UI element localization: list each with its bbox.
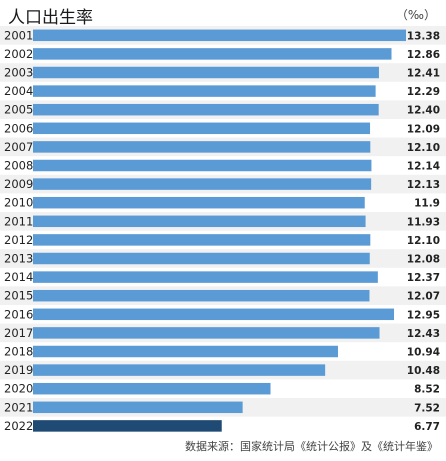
- bar: [33, 289, 370, 302]
- bar: [33, 327, 380, 339]
- bar: [33, 159, 372, 172]
- unit-label: （‰）: [395, 8, 436, 22]
- category-label: 2020: [4, 382, 33, 396]
- category-label: 2018: [4, 345, 33, 359]
- bar: [33, 103, 379, 116]
- value-label: 12.95: [407, 309, 440, 321]
- bar: [33, 215, 366, 228]
- bar: [33, 308, 395, 321]
- bar: [33, 252, 370, 265]
- bar: [33, 196, 365, 209]
- value-label: 8.52: [414, 384, 440, 396]
- bar: [33, 178, 372, 190]
- category-label: 2016: [4, 307, 33, 321]
- category-label: 2012: [4, 233, 33, 247]
- bar: [33, 420, 222, 432]
- bar: [33, 401, 243, 414]
- category-label: 2022: [4, 419, 33, 433]
- category-label: 2015: [4, 289, 33, 303]
- chart-title: 人口出生率: [8, 8, 93, 28]
- bar: [33, 66, 379, 79]
- value-label: 12.13: [407, 179, 440, 191]
- value-label: 12.10: [407, 142, 440, 154]
- bar: [33, 85, 376, 97]
- category-label: 2001: [4, 28, 33, 42]
- value-label: 12.86: [407, 49, 440, 61]
- value-label: 12.07: [407, 291, 440, 303]
- bar: [33, 141, 371, 153]
- category-label: 2003: [4, 66, 33, 80]
- category-label: 2013: [4, 252, 33, 266]
- bar: [33, 271, 378, 283]
- category-label: 2002: [4, 47, 33, 61]
- value-label: 11.93: [407, 216, 440, 228]
- category-label: 2014: [4, 270, 33, 284]
- bar: [33, 29, 406, 42]
- category-label: 2011: [4, 214, 33, 228]
- value-label: 12.37: [407, 272, 440, 284]
- category-label: 2019: [4, 363, 33, 377]
- bar: [33, 234, 371, 246]
- value-label: 12.09: [407, 123, 440, 135]
- value-label: 12.40: [407, 105, 440, 117]
- category-label: 2005: [4, 103, 33, 117]
- bar: [33, 122, 371, 135]
- bar: [33, 382, 271, 395]
- source-note: 数据来源：国家统计局《统计公报》及《统计年鉴》: [185, 440, 438, 453]
- value-label: 11.9: [414, 198, 440, 210]
- bar: [33, 364, 326, 376]
- value-label: 12.41: [407, 68, 440, 80]
- value-label: 12.43: [407, 328, 440, 340]
- value-label: 10.48: [407, 365, 440, 377]
- value-label: 10.94: [407, 347, 440, 359]
- value-label: 7.52: [414, 402, 440, 414]
- value-label: 12.08: [407, 254, 440, 266]
- category-label: 2008: [4, 159, 33, 173]
- bar: [33, 48, 392, 60]
- category-label: 2017: [4, 326, 33, 340]
- category-label: 2007: [4, 140, 33, 154]
- category-label: 2021: [4, 400, 33, 414]
- value-label: 13.38: [407, 30, 440, 42]
- category-label: 2006: [4, 121, 33, 135]
- bar: [33, 345, 338, 358]
- value-label: 12.29: [407, 86, 440, 98]
- category-label: 2010: [4, 196, 33, 210]
- value-label: 12.14: [407, 161, 440, 173]
- value-label: 12.10: [407, 235, 440, 247]
- category-label: 2004: [4, 84, 33, 98]
- value-label: 6.77: [414, 421, 440, 433]
- category-label: 2009: [4, 177, 33, 191]
